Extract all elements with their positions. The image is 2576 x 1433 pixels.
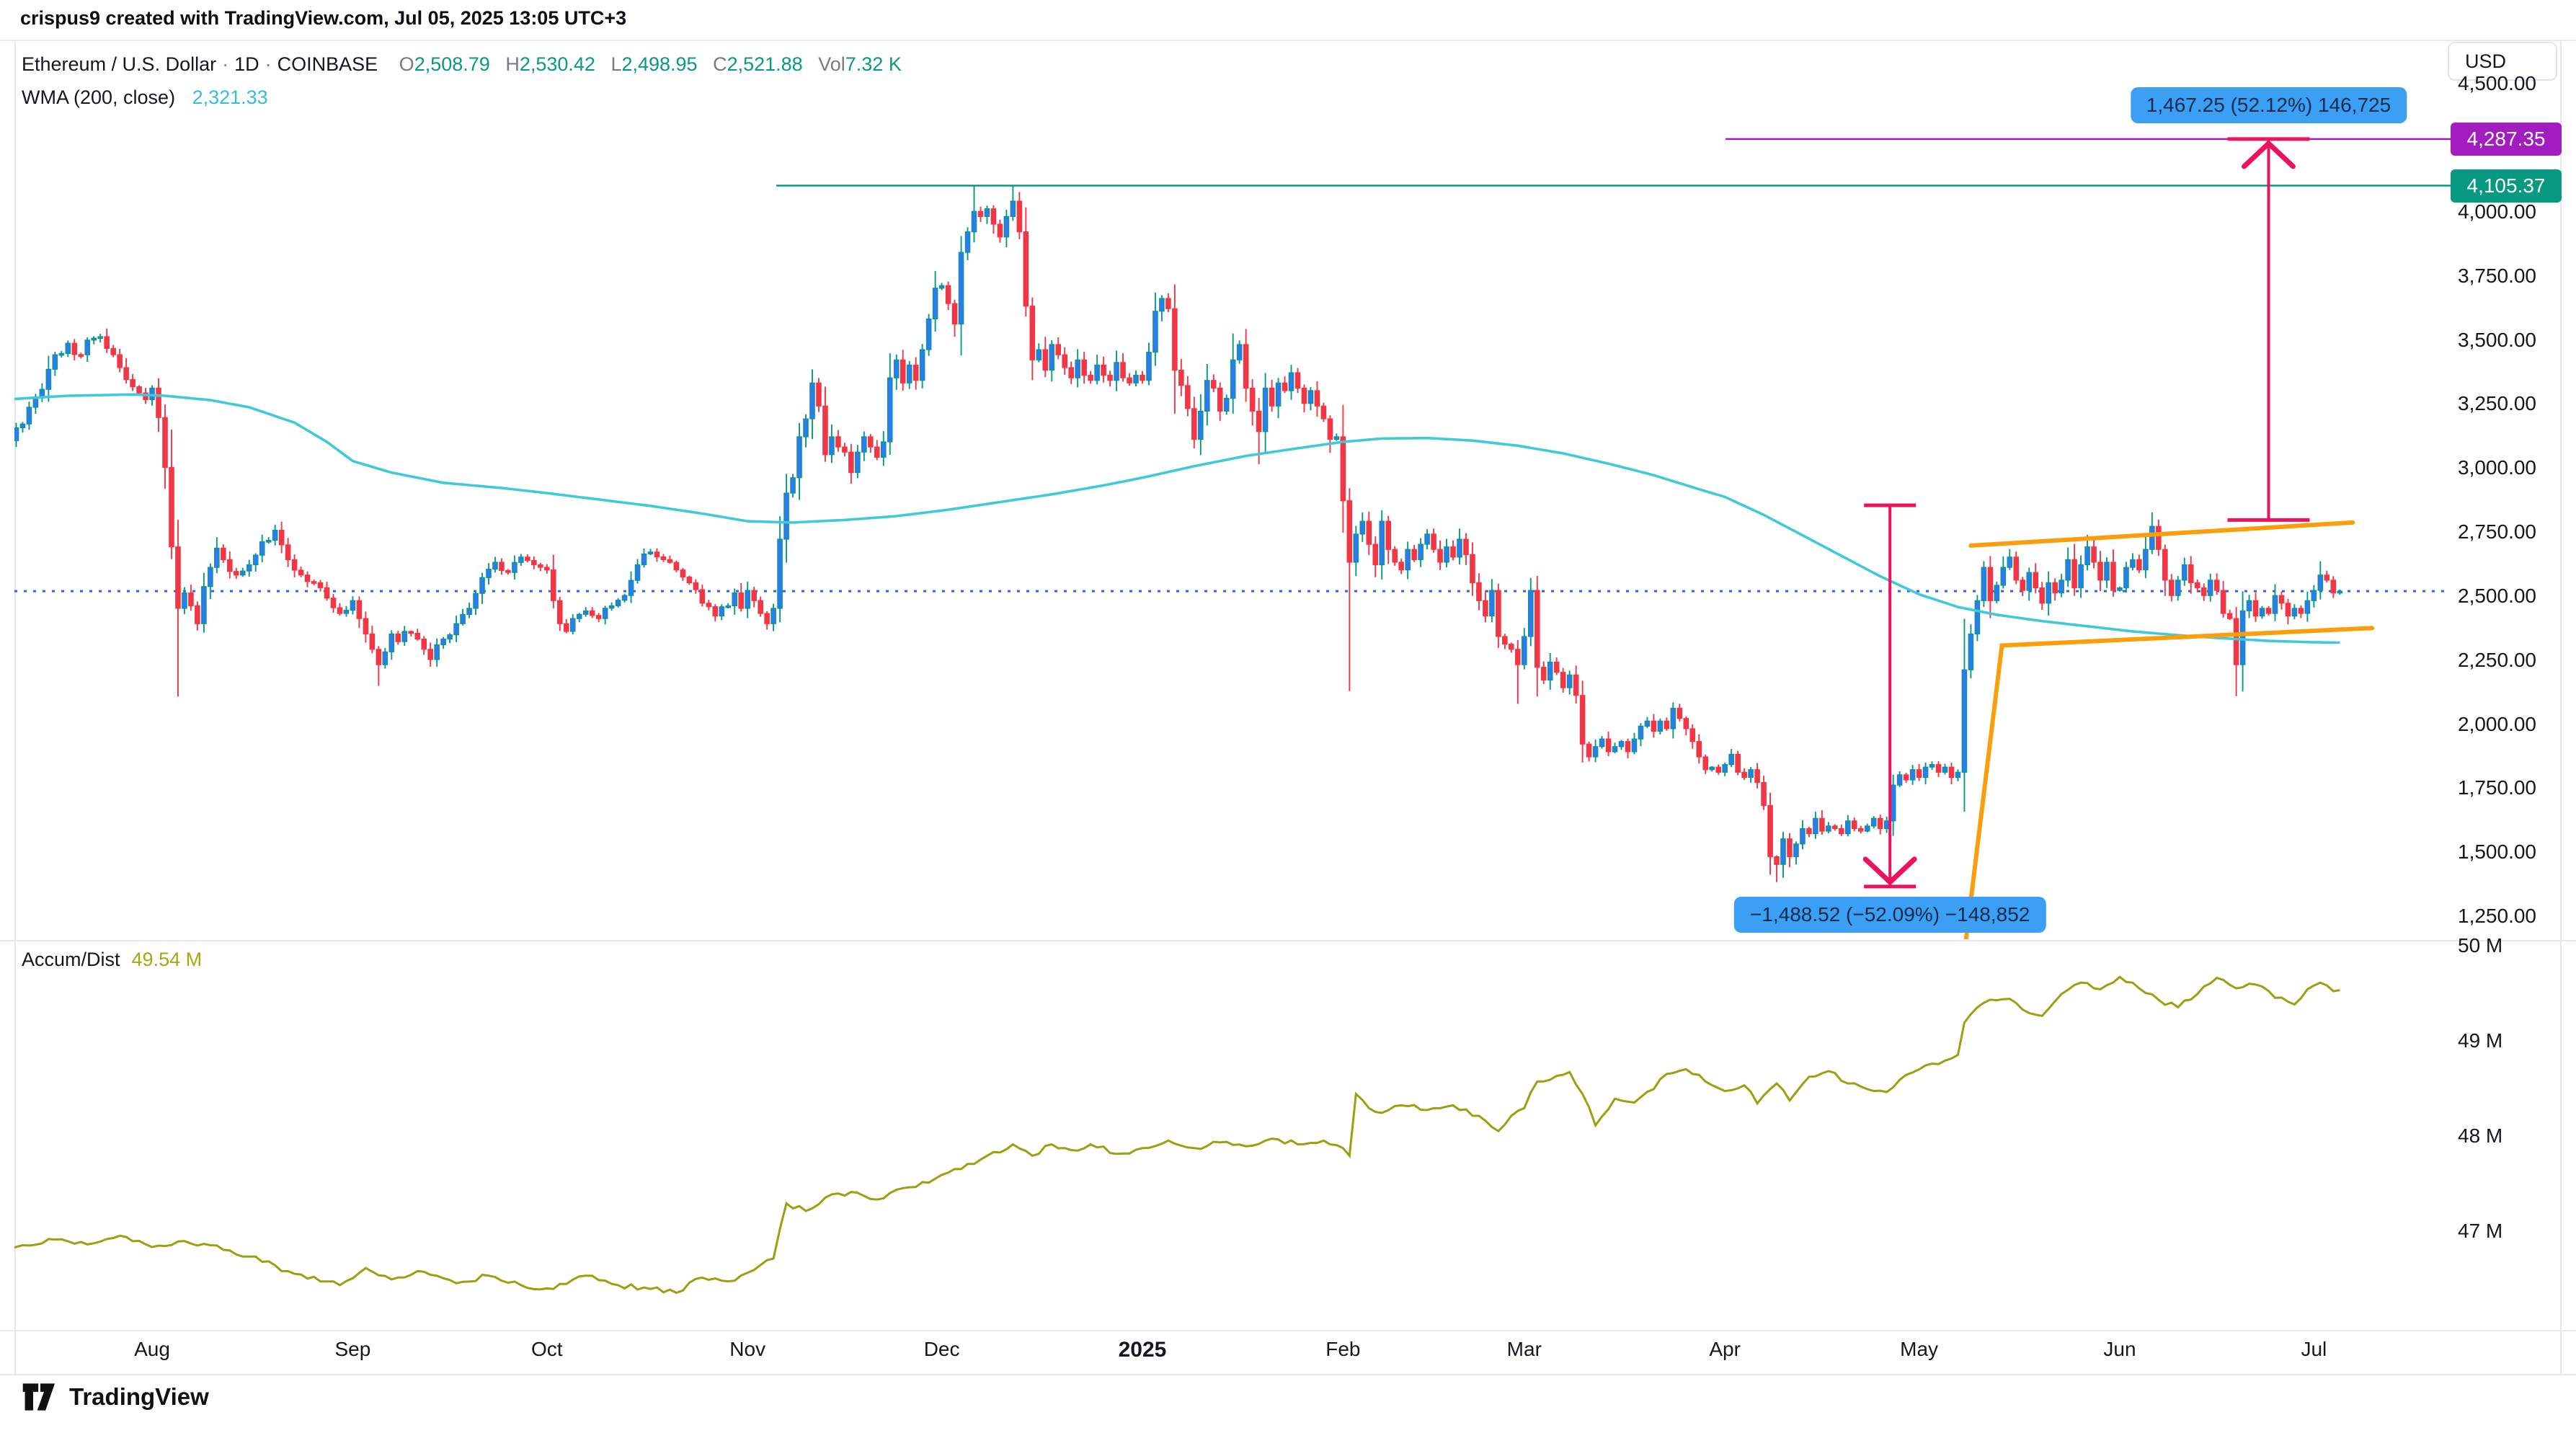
low-label: L xyxy=(610,53,622,75)
wma-row: WMA (200, close) 2,321.33 xyxy=(22,81,902,114)
tradingview-logo-icon[interactable] xyxy=(22,1383,59,1411)
price-axis-tick: 1,250.00 xyxy=(2458,905,2536,928)
price-axis-tick: 2,250.00 xyxy=(2458,648,2536,671)
accum-axis-tick: 50 M xyxy=(2458,934,2503,957)
open-label: O xyxy=(399,53,414,75)
exchange-label: COINBASE xyxy=(277,53,378,75)
header-divider xyxy=(0,40,2576,41)
price-axis-tick: 1,750.00 xyxy=(2458,776,2536,799)
measure-up-label[interactable]: 1,467.25 (52.12%) 146,725 xyxy=(2130,86,2407,123)
time-axis-month: Jul xyxy=(2301,1338,2327,1360)
time-axis-month: Mar xyxy=(1506,1338,1542,1360)
teal-price-tag: 4,105.37 xyxy=(2451,169,2562,203)
price-axis-tick: 3,750.00 xyxy=(2458,264,2536,287)
plot-left-border xyxy=(14,40,16,1374)
wma-value: 2,321.33 xyxy=(192,86,268,108)
currency-toggle-button[interactable]: USD xyxy=(2448,42,2557,81)
chart-attribution-title: crispus9 created with TradingView.com, J… xyxy=(20,7,627,29)
close-value: 2,521.88 xyxy=(727,53,803,75)
accum-dist-title[interactable]: Accum/Dist xyxy=(22,949,120,970)
accum-dist-legend: Accum/Dist 49.54 M xyxy=(22,949,202,971)
time-axis-bottom-border xyxy=(0,1374,2576,1375)
price-axis-tick: 4,500.00 xyxy=(2458,72,2536,95)
symbol-title[interactable]: Ethereum / U.S. Dollar xyxy=(22,53,217,75)
volume-value: 7.32 K xyxy=(845,53,902,75)
open-value: 2,508.79 xyxy=(414,53,490,75)
time-axis-month: 2025 xyxy=(1118,1338,1167,1362)
price-axis-tick: 3,250.00 xyxy=(2458,392,2536,415)
footer: TradingView xyxy=(22,1383,209,1411)
low-value: 2,498.95 xyxy=(621,53,698,75)
close-label: C xyxy=(713,53,727,75)
time-axis-month: Dec xyxy=(923,1338,960,1360)
accum-axis-tick: 47 M xyxy=(2458,1220,2503,1242)
price-axis-tick: 3,500.00 xyxy=(2458,328,2536,351)
price-axis-tick: 4,000.00 xyxy=(2458,200,2536,223)
price-axis-tick: 1,500.00 xyxy=(2458,840,2536,864)
wma-title[interactable]: WMA (200, close) xyxy=(22,86,176,108)
time-axis-month: May xyxy=(1900,1338,1939,1360)
symbol-row: Ethereum / U.S. Dollar · 1D · COINBASE O2,50… xyxy=(22,53,902,75)
volume-label: Vol xyxy=(818,53,845,75)
accum-dist-value: 49.54 M xyxy=(131,949,203,970)
time-axis-month: Oct xyxy=(531,1338,563,1360)
high-value: 2,530.42 xyxy=(519,53,595,75)
accum-axis-tick: 49 M xyxy=(2458,1029,2503,1052)
price-axis-tick: 3,000.00 xyxy=(2458,456,2536,479)
accum-axis-tick: 48 M xyxy=(2458,1124,2503,1147)
time-axis-month: Nov xyxy=(729,1338,766,1360)
axis-right-border xyxy=(2560,40,2562,1374)
pane-divider[interactable] xyxy=(0,940,2576,941)
price-axis-tick: 2,000.00 xyxy=(2458,712,2536,735)
time-axis-month: Jun xyxy=(2103,1338,2136,1360)
time-axis-top-border xyxy=(0,1330,2576,1331)
interval-label[interactable]: 1D xyxy=(234,53,259,75)
purple-price-tag: 4,287.35 xyxy=(2451,122,2562,156)
price-axis-tick: 2,500.00 xyxy=(2458,584,2536,607)
high-label: H xyxy=(505,53,520,75)
tradingview-brand-text[interactable]: TradingView xyxy=(69,1383,209,1410)
measure-down-label[interactable]: −1,488.52 (−52.09%) −148,852 xyxy=(1733,896,2046,933)
time-axis-month: Feb xyxy=(1325,1338,1361,1360)
price-axis-tick: 2,750.00 xyxy=(2458,520,2536,544)
time-axis-month: Apr xyxy=(1709,1338,1741,1360)
time-axis-month: Aug xyxy=(134,1338,170,1360)
legend: Ethereum / U.S. Dollar · 1D · COINBASE O2,50… xyxy=(22,48,902,114)
time-axis-month: Sep xyxy=(334,1338,371,1360)
